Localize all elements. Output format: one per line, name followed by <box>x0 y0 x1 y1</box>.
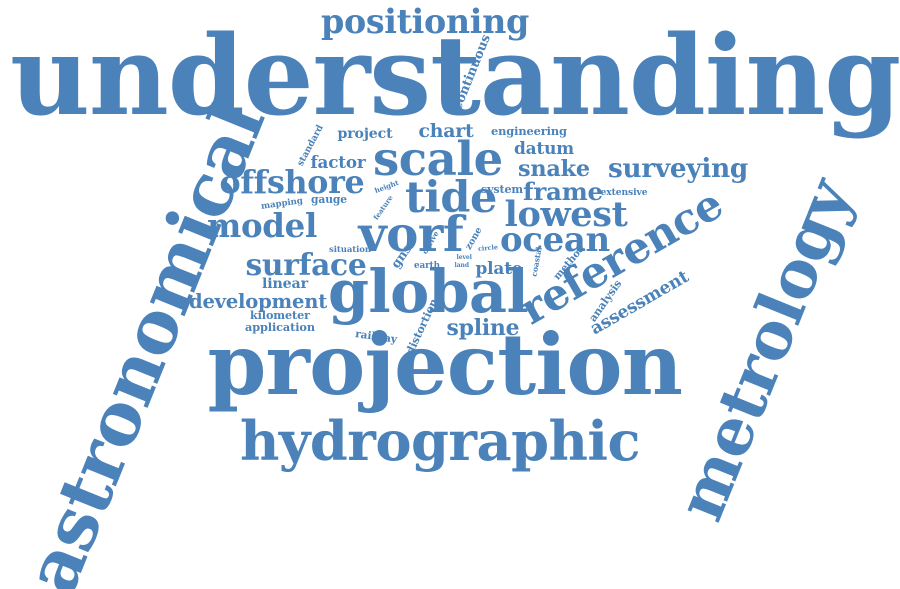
word: extensive <box>600 186 648 198</box>
word: situation <box>329 244 371 255</box>
word: gauge <box>311 192 347 206</box>
word: level <box>456 254 472 261</box>
word: system <box>481 182 524 196</box>
word: factor <box>310 151 366 172</box>
word: global <box>328 256 529 326</box>
word: understanding <box>10 11 900 140</box>
word: surveying <box>608 153 749 184</box>
word: land <box>454 262 470 269</box>
word: frame <box>523 176 603 206</box>
word: vorf <box>358 207 464 263</box>
word: development <box>189 290 328 313</box>
word: offshore <box>219 164 365 201</box>
word: linear <box>262 276 308 292</box>
word: kilometer <box>250 307 310 322</box>
word: projection <box>207 315 683 414</box>
word: spline <box>446 315 520 341</box>
word: plate <box>475 257 523 278</box>
word: engineering <box>491 123 567 138</box>
word: ocean <box>500 220 610 260</box>
word: project <box>337 126 393 142</box>
word: scale <box>373 130 503 186</box>
word: tide <box>405 172 497 223</box>
word: circle <box>477 243 499 253</box>
word: earth <box>414 260 440 271</box>
word: snake <box>518 156 590 182</box>
word: chart <box>418 119 474 142</box>
word: datum <box>514 137 575 158</box>
word: application <box>245 319 315 334</box>
word: hydrographic <box>240 409 640 473</box>
word: positioning <box>321 1 530 41</box>
word: lowest <box>504 193 628 235</box>
word: model <box>207 207 317 245</box>
word: surface <box>245 248 367 283</box>
